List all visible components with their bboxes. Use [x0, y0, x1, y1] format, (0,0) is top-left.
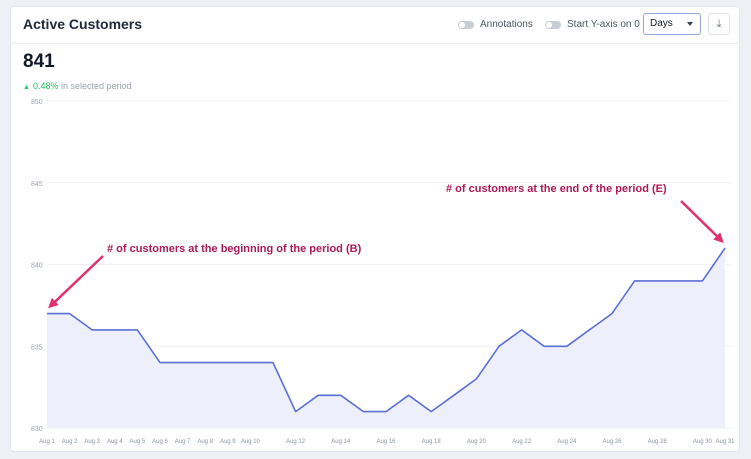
x-tick-label: Aug 14	[331, 439, 351, 445]
x-tick-label: Aug 31	[715, 439, 735, 445]
change-percent: 0.48%	[32, 81, 59, 91]
x-tick-label: Aug 8	[197, 439, 213, 445]
chart-card: Active Customers Annotations Start Y-axi…	[10, 6, 740, 452]
y-tick-label: 835	[31, 344, 43, 351]
y-tick-label: 845	[31, 181, 43, 188]
x-tick-label: Aug 12	[286, 439, 306, 445]
x-tick-label: Aug 10	[241, 439, 261, 445]
annotations-toggle-label: Annotations	[480, 19, 533, 30]
annotation-end: # of customers at the end of the period …	[446, 183, 667, 195]
card-header: Active Customers Annotations Start Y-axi…	[11, 7, 739, 44]
period-select-value: Days	[650, 18, 673, 29]
y-tick-label: 830	[31, 426, 43, 433]
x-tick-label: Aug 3	[84, 439, 100, 445]
x-tick-label: Aug 6	[152, 439, 168, 445]
toggle-switch-icon[interactable]	[458, 20, 474, 29]
y-tick-label: 840	[31, 263, 43, 270]
x-tick-label: Aug 30	[693, 439, 713, 445]
series-line	[47, 247, 726, 413]
metric-value: 841	[23, 51, 55, 72]
x-tick-label: Aug 9	[220, 439, 236, 445]
start-y-axis-toggle[interactable]: Start Y-axis on 0	[545, 19, 640, 30]
chevron-down-icon	[687, 22, 693, 26]
card-title: Active Customers	[23, 16, 143, 32]
start-y-axis-toggle-label: Start Y-axis on 0	[567, 19, 640, 30]
x-tick-label: Aug 2	[62, 439, 78, 445]
area-chart: Aug 1 Aug 2 Aug 3 Aug 4 Aug 5 Aug 6 Aug 7 Aug 8…	[31, 99, 735, 445]
y-tick-label: 850	[31, 99, 43, 106]
arrow-end	[680, 200, 724, 243]
arrow-up-icon: ▲	[23, 84, 30, 91]
annotations-toggle[interactable]: Annotations	[458, 19, 533, 30]
x-tick-label: Aug 22	[512, 439, 532, 445]
x-tick-label: Aug 18	[422, 439, 442, 445]
change-caption: in selected period	[60, 81, 132, 91]
x-tick-label: Aug 4	[107, 439, 123, 445]
x-tick-label: Aug 5	[130, 439, 146, 445]
area-fill	[47, 248, 725, 428]
toggle-switch-icon[interactable]	[545, 20, 561, 29]
metric-change: ▲ 0.48% in selected period	[23, 81, 132, 91]
x-tick-label: Aug 24	[557, 439, 577, 445]
x-tick-label: Aug 20	[467, 439, 487, 445]
arrow-begin	[48, 255, 104, 309]
download-icon: ⤓	[716, 18, 722, 30]
x-tick-label: Aug 16	[376, 439, 396, 445]
x-tick-label: Aug 7	[175, 439, 191, 445]
x-tick-label: Aug 28	[648, 439, 668, 445]
annotation-begin: # of customers at the beginning of the p…	[107, 243, 362, 255]
period-select[interactable]: Days	[643, 13, 701, 35]
x-tick-label: Aug 1	[39, 439, 55, 445]
download-button[interactable]: ⤓	[708, 13, 730, 35]
x-tick-label: Aug 26	[602, 439, 622, 445]
